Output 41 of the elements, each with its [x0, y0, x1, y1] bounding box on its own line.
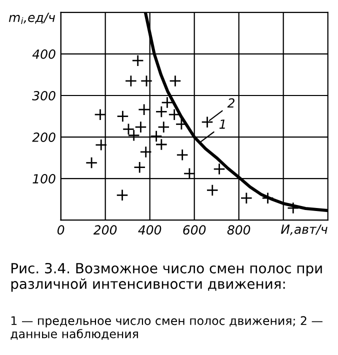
point: [240, 192, 252, 204]
y-axis-title: m$_{i}$,ед/ч: [8, 12, 55, 24]
x-tick-label: 800: [227, 225, 250, 235]
x-tick-label: 0: [57, 225, 64, 235]
point: [134, 161, 146, 174]
y-tick-label: 100: [32, 174, 56, 184]
point: [116, 110, 129, 122]
point: [161, 96, 174, 109]
point: [176, 148, 188, 161]
point: [158, 120, 170, 134]
point: [262, 192, 274, 204]
point: [169, 74, 182, 88]
point: [95, 138, 108, 151]
x-tick-label: 400: [138, 225, 162, 235]
annotation: 2: [227, 98, 234, 108]
point: [94, 108, 106, 121]
point: [206, 184, 218, 196]
point: [132, 54, 144, 67]
point: [138, 104, 150, 116]
point: [140, 146, 152, 158]
point: [122, 123, 135, 136]
y-tick-label: 400: [32, 49, 56, 59]
point: [287, 202, 300, 214]
x-axis-title: И,авт/ч: [280, 224, 328, 236]
point: [150, 130, 162, 142]
point: [201, 116, 214, 128]
y-tick-label: 200: [32, 132, 56, 142]
text: Рис. 3.4. Возможное число смен полос при различной интенсивности движения:: [11, 262, 322, 292]
text: 1 — предельное число смен полос движения; 2 — данные наблюдения: [10, 316, 322, 340]
point: [124, 74, 138, 88]
x-tick-label: 600: [183, 225, 206, 235]
point: [213, 162, 226, 176]
point: [155, 106, 168, 118]
point: [168, 108, 180, 121]
point: [155, 138, 168, 151]
point: [140, 74, 153, 88]
point: [85, 156, 98, 169]
annotation: 1: [219, 120, 225, 129]
x-tick-label: 200: [93, 225, 117, 235]
point: [116, 189, 128, 202]
y-tick-label: 300: [32, 90, 56, 100]
